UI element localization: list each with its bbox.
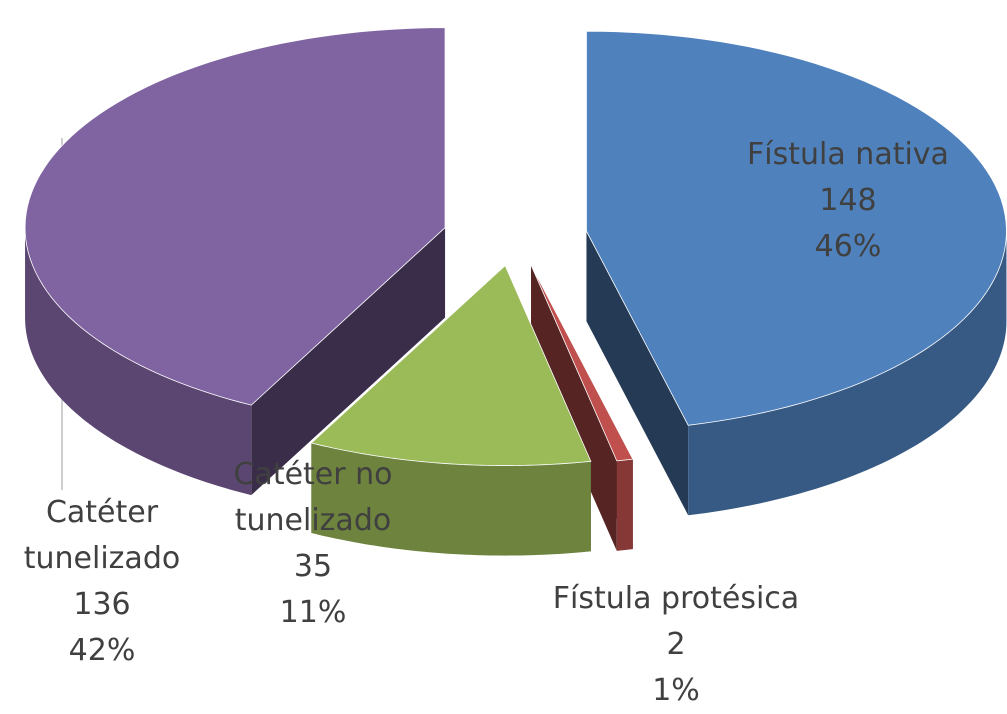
slice (24, 27, 446, 496)
slice (24, 27, 446, 406)
slice-wall (688, 231, 1007, 516)
slice-wall (311, 443, 591, 556)
slice (310, 264, 592, 466)
label-value: 2 (666, 627, 686, 662)
label-value: 136 (73, 587, 131, 622)
data-label: Fístula nativa 148 46% (718, 132, 978, 270)
slice-side (586, 231, 689, 516)
label-name: Catéter no tunelizado (233, 457, 393, 538)
data-label: Fístula protésica 2 1% (516, 576, 836, 714)
slice (586, 30, 1007, 516)
label-name: Fístula nativa (747, 137, 949, 172)
data-label: Catéter no tunelizado 35 11% (213, 452, 413, 636)
slice (530, 264, 634, 462)
data-label: Catéter tunelizado 136 42% (2, 490, 202, 674)
label-percent: 1% (652, 673, 700, 708)
label-name: Catéter tunelizado (23, 495, 181, 576)
slice-wall (616, 459, 633, 551)
slice (310, 264, 592, 556)
label-name: Fístula protésica (552, 581, 800, 616)
slice-side (251, 227, 446, 496)
label-percent: 42% (68, 633, 136, 668)
slice (586, 30, 1007, 426)
slice (530, 264, 634, 551)
label-percent: 11% (279, 595, 347, 630)
label-value: 148 (819, 183, 877, 218)
slice-wall (25, 227, 252, 496)
label-value: 35 (293, 549, 333, 584)
slice-side (531, 265, 617, 551)
label-percent: 46% (814, 229, 882, 264)
